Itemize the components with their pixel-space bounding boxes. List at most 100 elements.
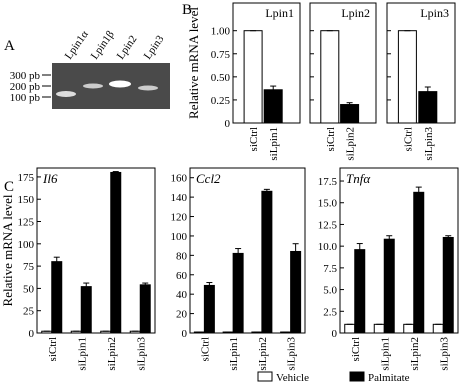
y-tick-label: 17.5	[318, 176, 338, 188]
y-axis-label: Relative mRNA level	[0, 194, 15, 306]
bar	[442, 236, 454, 334]
marker-label: 100 pb	[10, 92, 41, 104]
y-tick-label: 160	[171, 173, 188, 185]
lane-label: Lpin1β	[89, 28, 117, 61]
panel-title: Lpin2	[341, 6, 370, 20]
bar	[263, 89, 283, 124]
plot-frame	[189, 167, 306, 334]
bar	[320, 30, 340, 124]
legend-label: Palmitate	[368, 372, 410, 384]
x-tick-label: siCtrl	[402, 127, 414, 151]
y-tick-label: 15.0	[318, 198, 338, 210]
y-tick-label: 175	[18, 172, 35, 184]
y-tick-label: 125	[18, 217, 35, 229]
panel-title: Il6	[42, 171, 58, 186]
y-tick-label: 140	[171, 192, 188, 204]
gel-band	[56, 91, 76, 97]
panel-label: A	[4, 38, 15, 54]
plot-frame	[339, 167, 459, 334]
legend-swatch	[257, 371, 273, 382]
y-tick-label: 20	[176, 309, 188, 321]
x-tick-label: siCtrl	[199, 337, 211, 361]
bar	[397, 30, 417, 124]
panel-title: Lpin1	[265, 6, 294, 20]
x-tick-label: siLpin1	[268, 127, 280, 161]
x-tick-label: siLpin2	[409, 337, 421, 371]
x-tick-label: siLpin2	[345, 127, 357, 161]
bar	[203, 284, 215, 334]
y-tick-label: 2.5	[323, 306, 337, 318]
y-tick-label: 150	[18, 194, 35, 206]
y-tick-label: 60	[176, 270, 188, 282]
legend-label: Vehicle	[276, 372, 309, 384]
y-tick-label: 0.75	[211, 49, 231, 61]
x-tick-label: siCtrl	[248, 127, 260, 151]
lane-label: Lpin1α	[63, 28, 91, 61]
x-tick-label: siLpin3	[438, 337, 450, 371]
bar	[354, 249, 366, 334]
x-tick-label: siLpin1	[379, 337, 391, 371]
plot-frame	[36, 167, 156, 334]
lane-label: Lpin2	[115, 33, 140, 61]
bar	[232, 252, 244, 334]
y-tick-label: 75	[23, 261, 35, 273]
bar	[139, 284, 151, 334]
lane-label: Lpin3	[142, 33, 167, 62]
y-tick-label: 40	[176, 289, 188, 301]
bar	[110, 171, 122, 334]
bar	[373, 323, 385, 334]
y-tick-label: 25	[23, 306, 35, 318]
x-tick-label: siCtrl	[325, 127, 337, 151]
panel-label: C	[4, 179, 14, 195]
y-tick-label: 7.5	[323, 263, 337, 275]
y-tick-label: 0	[225, 118, 231, 130]
y-tick-label: 120	[171, 212, 188, 224]
y-tick-label: 80	[176, 250, 188, 262]
y-tick-label: 1.00	[211, 26, 231, 38]
bar	[413, 191, 425, 334]
marker-label: 200 pb	[10, 81, 41, 93]
x-tick-label: siLpin3	[286, 337, 298, 371]
x-tick-label: siLpin3	[135, 337, 147, 371]
y-tick-label: 10.0	[318, 241, 338, 253]
x-tick-label: siCtrl	[47, 337, 59, 361]
y-tick-label: 0	[332, 328, 338, 340]
x-tick-label: siLpin2	[106, 337, 118, 371]
gel-band	[109, 80, 131, 88]
panel-title: Lpin3	[420, 6, 449, 20]
y-tick-label: 100	[171, 231, 188, 243]
gel-band	[83, 83, 103, 89]
y-tick-label: 100	[18, 239, 35, 251]
y-tick-label: 12.5	[318, 219, 338, 231]
bar	[383, 238, 395, 334]
x-tick-label: siLpin1	[228, 337, 240, 371]
marker-label: 300 pb	[10, 70, 41, 82]
x-tick-label: siCtrl	[350, 337, 362, 361]
y-tick-label: 0	[29, 328, 35, 340]
bar	[344, 323, 356, 334]
x-tick-label: siLpin2	[257, 337, 269, 371]
bar	[432, 323, 444, 334]
panel-label: B	[182, 2, 192, 18]
y-axis-label: Relative mRNA level	[186, 7, 201, 119]
bar	[261, 190, 273, 334]
y-tick-label: 0.25	[211, 95, 231, 107]
bar	[403, 323, 415, 334]
bar	[418, 91, 438, 124]
legend-swatch	[349, 371, 365, 382]
y-tick-label: 0	[182, 328, 188, 340]
bar	[340, 104, 360, 124]
gel-band	[138, 85, 158, 91]
x-tick-label: siLpin1	[76, 337, 88, 371]
y-tick-label: 0.50	[211, 72, 231, 84]
bar	[290, 250, 302, 334]
panel-title: Tnfα	[346, 171, 371, 186]
panel-title: Ccl2	[196, 171, 221, 186]
bar	[51, 261, 63, 334]
y-tick-label: 5.0	[323, 285, 337, 297]
bar	[243, 30, 263, 124]
y-tick-label: 50	[23, 283, 35, 295]
x-tick-label: siLpin3	[423, 127, 435, 161]
bar	[80, 286, 92, 334]
